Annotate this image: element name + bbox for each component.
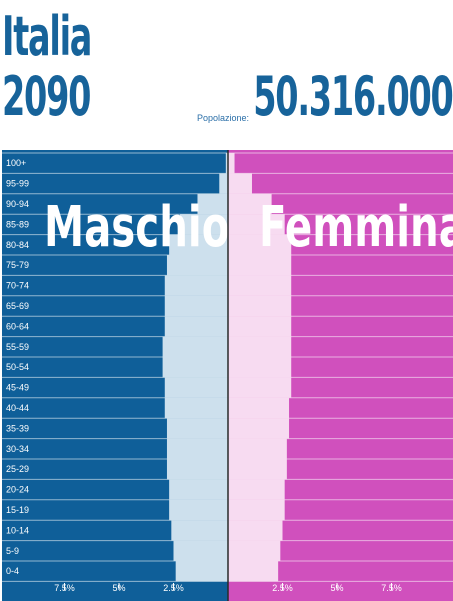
male-bar-20-24 bbox=[169, 479, 228, 500]
female-bar-50-54 bbox=[228, 357, 292, 378]
age-group-label: 5-9 bbox=[6, 546, 19, 556]
male-bar-25-29 bbox=[166, 459, 228, 480]
female-bar-30-34 bbox=[228, 438, 287, 459]
age-group-label: 30-34 bbox=[6, 444, 29, 454]
age-group-label: 25-29 bbox=[6, 464, 29, 474]
x-tick-label: 5% bbox=[112, 583, 125, 593]
age-group-label: 65-69 bbox=[6, 301, 29, 311]
male-bar-15-19 bbox=[169, 499, 228, 521]
female-bar-25-29 bbox=[228, 459, 287, 480]
age-group-label: 100+ bbox=[6, 158, 26, 168]
male-bar-45-49 bbox=[164, 377, 228, 398]
female-bar-35-39 bbox=[228, 418, 290, 439]
country-title: Italia bbox=[2, 5, 92, 68]
female-bar-40-44 bbox=[228, 397, 290, 419]
age-group-label: 80-84 bbox=[6, 240, 29, 250]
male-bar-35-39 bbox=[166, 418, 228, 439]
female-bar-100+ bbox=[228, 153, 235, 174]
female-bar-5-9 bbox=[228, 540, 281, 561]
age-group-label: 10-14 bbox=[6, 525, 29, 535]
age-group-label: 55-59 bbox=[6, 342, 29, 352]
age-group-label: 70-74 bbox=[6, 281, 29, 291]
female-bar-20-24 bbox=[228, 479, 285, 500]
age-group-label: 0-4 bbox=[6, 566, 19, 576]
male-bar-40-44 bbox=[164, 397, 228, 419]
age-group-label: 45-49 bbox=[6, 383, 29, 393]
male-bar-50-54 bbox=[162, 357, 228, 378]
male-bar-55-59 bbox=[162, 336, 228, 357]
male-bar-30-34 bbox=[166, 438, 228, 459]
female-bar-45-49 bbox=[228, 377, 292, 398]
male-series-label: Maschio bbox=[44, 194, 229, 259]
age-group-label: 95-99 bbox=[6, 179, 29, 189]
age-group-label: 40-44 bbox=[6, 403, 29, 413]
female-bar-0-4 bbox=[228, 561, 279, 582]
male-bar-65-69 bbox=[164, 295, 228, 317]
age-group-label: 60-64 bbox=[6, 321, 29, 331]
population-value: 50.316.000 bbox=[253, 65, 453, 128]
female-bar-65-69 bbox=[228, 295, 292, 317]
female-bar-95-99 bbox=[228, 173, 252, 194]
age-group-label: 90-94 bbox=[6, 199, 29, 209]
male-bar-5-9 bbox=[173, 540, 228, 561]
male-bar-85-89 bbox=[180, 214, 228, 235]
x-tick-label: 7.5% bbox=[381, 583, 402, 593]
age-group-label: 85-89 bbox=[6, 219, 29, 229]
male-bar-75-79 bbox=[166, 255, 228, 276]
x-tick-label: 7.5% bbox=[54, 583, 75, 593]
female-bar-90-94 bbox=[228, 193, 272, 215]
female-bar-85-89 bbox=[228, 214, 285, 235]
population-label: Popolazione: bbox=[197, 113, 250, 123]
male-bar-100+ bbox=[225, 153, 228, 174]
x-tick-label: 5% bbox=[330, 583, 343, 593]
x-tick-label: 2.5% bbox=[163, 583, 184, 593]
female-bar-55-59 bbox=[228, 336, 292, 357]
age-group-label: 20-24 bbox=[6, 485, 29, 495]
female-bar-70-74 bbox=[228, 275, 292, 296]
x-tick-label: 2.5% bbox=[272, 583, 293, 593]
female-bar-80-84 bbox=[228, 234, 292, 255]
male-bar-60-64 bbox=[164, 316, 228, 337]
age-group-label: 50-54 bbox=[6, 362, 29, 372]
female-series-label: Femmina bbox=[259, 194, 453, 259]
male-bar-95-99 bbox=[219, 173, 228, 194]
age-group-label: 75-79 bbox=[6, 260, 29, 270]
female-bar-10-14 bbox=[228, 520, 283, 541]
male-bar-70-74 bbox=[164, 275, 228, 296]
year-title: 2090 bbox=[2, 65, 91, 128]
female-bar-60-64 bbox=[228, 316, 292, 337]
age-group-label: 15-19 bbox=[6, 505, 29, 515]
male-bar-90-94 bbox=[197, 193, 228, 215]
male-bar-10-14 bbox=[171, 520, 228, 541]
age-group-label: 35-39 bbox=[6, 423, 29, 433]
male-bar-0-4 bbox=[175, 561, 228, 582]
female-bar-15-19 bbox=[228, 499, 285, 521]
female-bar-75-79 bbox=[228, 255, 292, 276]
male-bar-80-84 bbox=[169, 234, 228, 255]
